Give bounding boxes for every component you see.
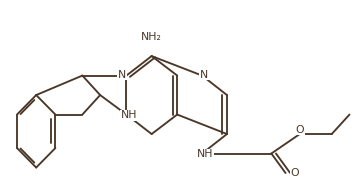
Text: N: N — [118, 70, 126, 80]
Text: O: O — [295, 125, 304, 135]
Text: NH: NH — [197, 149, 213, 160]
Text: NH₂: NH₂ — [141, 32, 162, 42]
Text: O: O — [290, 168, 299, 178]
Text: N: N — [200, 70, 208, 80]
Text: NH: NH — [121, 110, 137, 121]
